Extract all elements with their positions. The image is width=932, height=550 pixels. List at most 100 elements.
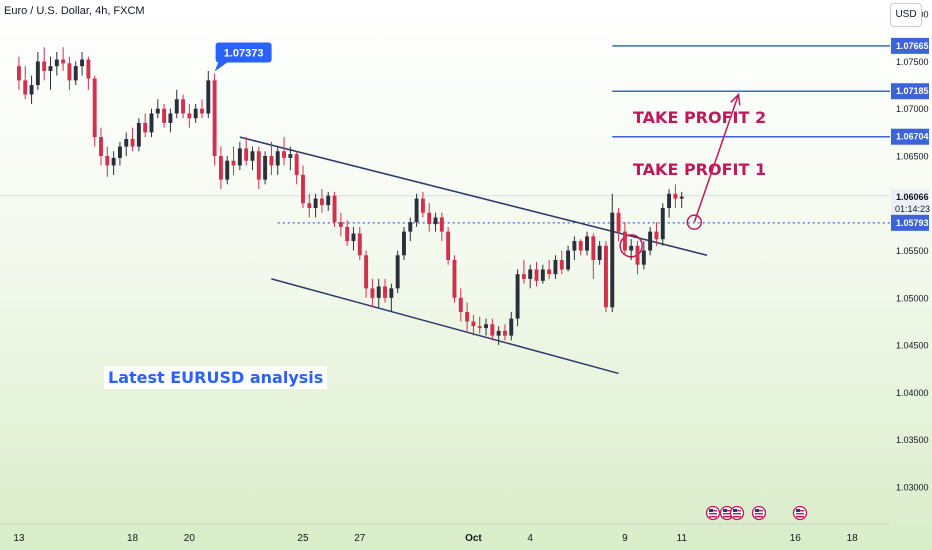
channel-trendline[interactable] bbox=[271, 278, 619, 375]
candle-body bbox=[591, 236, 596, 260]
candle bbox=[534, 261, 539, 287]
candle bbox=[648, 226, 653, 256]
candle bbox=[654, 222, 659, 246]
candle-body bbox=[200, 108, 204, 114]
candle bbox=[559, 250, 564, 275]
candle bbox=[269, 141, 274, 175]
candle bbox=[641, 241, 646, 270]
time-tick-label: 13 bbox=[13, 533, 25, 544]
candle bbox=[16, 56, 21, 90]
candle-body bbox=[578, 241, 583, 251]
candle-body bbox=[48, 66, 53, 71]
time-tick-label: 18 bbox=[127, 533, 139, 544]
candle bbox=[547, 260, 552, 279]
take-profit-1-label: TAKE PROFIT 1 bbox=[633, 160, 767, 179]
price-label-box bbox=[891, 83, 929, 100]
flag-stripe bbox=[723, 516, 731, 518]
candle bbox=[597, 241, 602, 265]
candle bbox=[149, 108, 154, 138]
candle-body bbox=[585, 236, 589, 251]
candle bbox=[458, 288, 463, 322]
us-flag-event-icon[interactable] bbox=[729, 505, 745, 521]
price-tick-label: 1.05000 bbox=[896, 293, 929, 303]
candle bbox=[250, 146, 255, 171]
candle bbox=[496, 326, 501, 346]
candle bbox=[86, 56, 91, 90]
us-flag-event-icon[interactable] bbox=[751, 505, 767, 521]
candle-body bbox=[376, 286, 381, 298]
candle-body bbox=[559, 260, 564, 270]
candle bbox=[313, 193, 318, 218]
candle-body bbox=[307, 203, 312, 208]
flag-canton bbox=[723, 509, 727, 512]
candle-body bbox=[660, 208, 665, 240]
us-flag-event-icon[interactable] bbox=[792, 505, 808, 521]
candle bbox=[389, 283, 394, 312]
candle-body bbox=[117, 146, 122, 158]
candle bbox=[338, 212, 343, 237]
candle bbox=[370, 278, 375, 308]
us-flag-event-icon[interactable] bbox=[705, 505, 721, 521]
candle-body bbox=[269, 156, 274, 166]
candles bbox=[16, 47, 684, 346]
candle-body bbox=[395, 255, 400, 289]
candle-body bbox=[162, 108, 167, 123]
candle bbox=[604, 241, 608, 312]
candle-body bbox=[540, 269, 545, 281]
price-tick-label: 1.07500 bbox=[896, 57, 929, 67]
candle-body bbox=[629, 245, 634, 251]
candle-body bbox=[35, 61, 40, 86]
flag-canton bbox=[796, 509, 800, 512]
candle bbox=[319, 189, 324, 213]
candle bbox=[439, 212, 444, 242]
candle bbox=[402, 226, 406, 260]
candle-body bbox=[553, 260, 558, 275]
candle bbox=[124, 132, 129, 156]
symbol-title[interactable]: Euro / U.S. Dollar, 4h, FXCM bbox=[4, 5, 145, 17]
candle-body bbox=[408, 222, 413, 232]
candle bbox=[136, 118, 141, 152]
candle bbox=[181, 94, 186, 119]
time-tick-label: Oct bbox=[465, 533, 482, 544]
candle-body bbox=[357, 233, 362, 256]
candle bbox=[585, 231, 589, 256]
candle-body bbox=[420, 198, 425, 213]
candle-body bbox=[168, 113, 173, 123]
candle bbox=[566, 245, 571, 272]
candle bbox=[452, 255, 457, 303]
price-tick-label: 1.03000 bbox=[896, 482, 929, 492]
candle-body bbox=[503, 330, 507, 336]
time-tick-label: 4 bbox=[527, 533, 533, 544]
high-label-text: 1.07373 bbox=[224, 47, 264, 59]
target-arrow-head bbox=[730, 92, 741, 106]
candle bbox=[667, 189, 672, 218]
candle-body bbox=[673, 193, 678, 199]
time-tick-label: 18 bbox=[847, 533, 859, 544]
candle bbox=[610, 193, 615, 312]
currency-button[interactable]: USD bbox=[890, 3, 922, 27]
candle-body bbox=[490, 324, 495, 336]
flag-canton bbox=[755, 509, 759, 512]
take-profit-2-label: TAKE PROFIT 2 bbox=[633, 108, 767, 127]
candle bbox=[237, 141, 242, 171]
candle-body bbox=[212, 80, 217, 156]
high-label-box bbox=[215, 42, 272, 63]
candle-body bbox=[181, 99, 186, 114]
candle bbox=[660, 203, 665, 246]
candle-body bbox=[111, 157, 116, 166]
candle bbox=[383, 278, 387, 303]
candle bbox=[206, 70, 211, 119]
candle-body bbox=[73, 66, 78, 81]
candle bbox=[73, 61, 78, 86]
flag-stripe bbox=[733, 516, 741, 518]
candle bbox=[629, 239, 634, 260]
time-tick-label: 16 bbox=[790, 533, 802, 544]
flag-stripe bbox=[755, 513, 763, 515]
candle bbox=[364, 250, 369, 298]
candle-body bbox=[155, 108, 160, 114]
candle bbox=[427, 203, 432, 232]
candle bbox=[301, 165, 305, 208]
candle-body bbox=[29, 85, 34, 95]
